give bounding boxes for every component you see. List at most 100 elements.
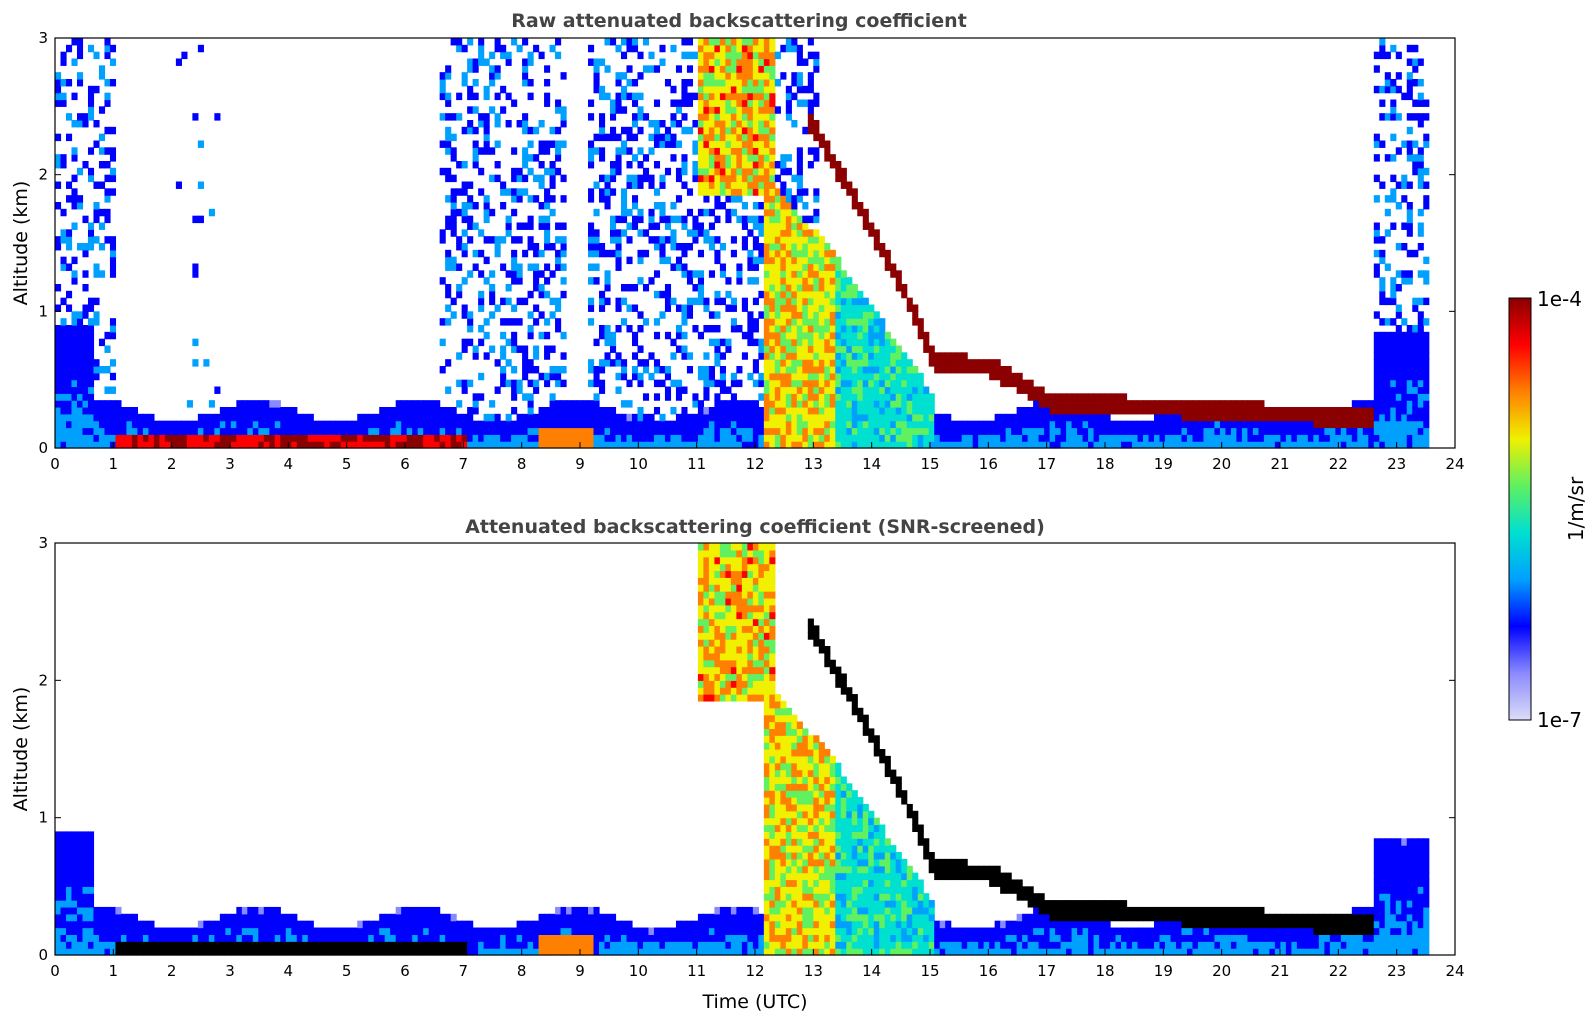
heatmap-cell xyxy=(450,174,457,183)
heatmap-cell xyxy=(791,243,798,251)
heatmap-cell xyxy=(917,372,924,381)
y-axis-label: Altitude (km) xyxy=(10,181,32,306)
heatmap-cell xyxy=(829,325,836,333)
heatmap-cell xyxy=(714,927,721,935)
heatmap-cell xyxy=(82,831,89,839)
heatmap-cell xyxy=(489,345,496,353)
heatmap-cell xyxy=(65,304,73,312)
heatmap-cell xyxy=(994,413,1001,422)
heatmap-cell xyxy=(890,413,897,422)
heatmap-cell xyxy=(1390,393,1397,401)
heatmap-cell xyxy=(807,249,814,258)
heatmap-cell xyxy=(1390,297,1397,306)
heatmap-cell xyxy=(741,154,748,162)
heatmap-cell xyxy=(1417,413,1424,422)
heatmap-cell xyxy=(780,420,787,429)
heatmap-cell xyxy=(82,393,89,401)
heatmap-cell xyxy=(439,434,446,442)
heatmap-cell xyxy=(87,229,95,237)
heatmap-cell xyxy=(76,858,84,867)
heatmap-cell xyxy=(65,345,73,353)
heatmap-cell xyxy=(71,325,78,333)
heatmap-cell xyxy=(1406,85,1413,94)
heatmap-cell xyxy=(1379,345,1386,353)
heatmap-cell xyxy=(703,913,710,922)
heatmap-cell xyxy=(1395,284,1402,292)
heatmap-cell xyxy=(714,611,721,620)
heatmap-cell xyxy=(1423,318,1430,326)
heatmap-cell xyxy=(703,687,710,695)
heatmap-cell xyxy=(516,188,523,196)
heatmap-cell xyxy=(1406,270,1413,278)
heatmap-cell xyxy=(478,325,485,333)
heatmap-cell xyxy=(703,79,710,87)
heatmap-cell xyxy=(719,188,726,196)
heatmap-cell xyxy=(1395,51,1402,60)
heatmap-cell xyxy=(1274,441,1281,449)
heatmap-cell xyxy=(725,181,732,189)
heatmap-cell xyxy=(802,400,809,408)
heatmap-cell xyxy=(780,325,787,333)
heatmap-cell xyxy=(631,427,639,435)
heatmap-cell xyxy=(813,407,820,415)
heatmap-cell xyxy=(1368,413,1375,422)
heatmap-cell xyxy=(835,311,842,319)
heatmap-cell xyxy=(708,549,715,558)
heatmap-cell xyxy=(489,434,496,442)
heatmap-cell xyxy=(785,208,792,217)
heatmap-cell xyxy=(802,263,809,271)
heatmap-cell xyxy=(681,420,688,429)
heatmap-cell xyxy=(752,126,759,135)
heatmap-cell xyxy=(1252,441,1259,449)
heatmap-cell xyxy=(1401,174,1408,183)
heatmap-cell xyxy=(1241,420,1249,429)
heatmap-cell xyxy=(637,311,644,319)
heatmap-cell xyxy=(774,51,781,60)
heatmap-cell xyxy=(417,934,424,942)
heatmap-cell xyxy=(692,92,699,101)
heatmap-cell xyxy=(1121,427,1128,435)
heatmap-cell xyxy=(813,92,820,101)
heatmap-cell xyxy=(681,352,688,360)
heatmap-cell xyxy=(373,413,380,422)
heatmap-cell xyxy=(1252,413,1259,422)
heatmap-cell xyxy=(60,372,67,381)
heatmap-cell xyxy=(835,345,842,353)
heatmap-cell xyxy=(686,51,694,60)
heatmap-cell xyxy=(752,215,759,224)
heatmap-cell xyxy=(1236,407,1243,415)
heatmap-cell xyxy=(752,379,759,388)
heatmap-cell xyxy=(791,92,798,101)
heatmap-cell xyxy=(230,941,237,949)
heatmap-cell xyxy=(763,174,770,183)
heatmap-cell xyxy=(1088,441,1095,449)
heatmap-cell xyxy=(1417,325,1424,333)
heatmap-cell xyxy=(439,113,446,121)
heatmap-cell xyxy=(500,927,507,935)
heatmap-cell xyxy=(1115,427,1122,435)
heatmap-cell xyxy=(472,927,479,935)
heatmap-cell xyxy=(780,434,787,442)
heatmap-cell xyxy=(505,359,512,367)
heatmap-cell xyxy=(708,427,715,435)
heatmap-cell xyxy=(802,386,809,394)
heatmap-cell xyxy=(401,434,408,442)
heatmap-cell xyxy=(758,161,765,169)
heatmap-cell xyxy=(637,420,644,429)
heatmap-cell xyxy=(82,879,89,887)
heatmap-cell xyxy=(796,58,803,66)
heatmap-cell xyxy=(291,407,298,415)
heatmap-cell xyxy=(1269,420,1276,429)
heatmap-cell xyxy=(544,167,551,176)
heatmap-cell xyxy=(549,297,556,306)
heatmap-cell xyxy=(956,352,963,360)
heatmap-cell xyxy=(857,434,864,442)
heatmap-cell xyxy=(923,407,930,415)
heatmap-cell xyxy=(642,167,650,176)
heatmap-cell xyxy=(813,427,820,435)
heatmap-cell xyxy=(610,407,617,415)
heatmap-cell xyxy=(373,941,380,949)
heatmap-cell xyxy=(719,106,726,114)
heatmap-cell xyxy=(60,434,67,442)
heatmap-cell xyxy=(500,236,507,244)
